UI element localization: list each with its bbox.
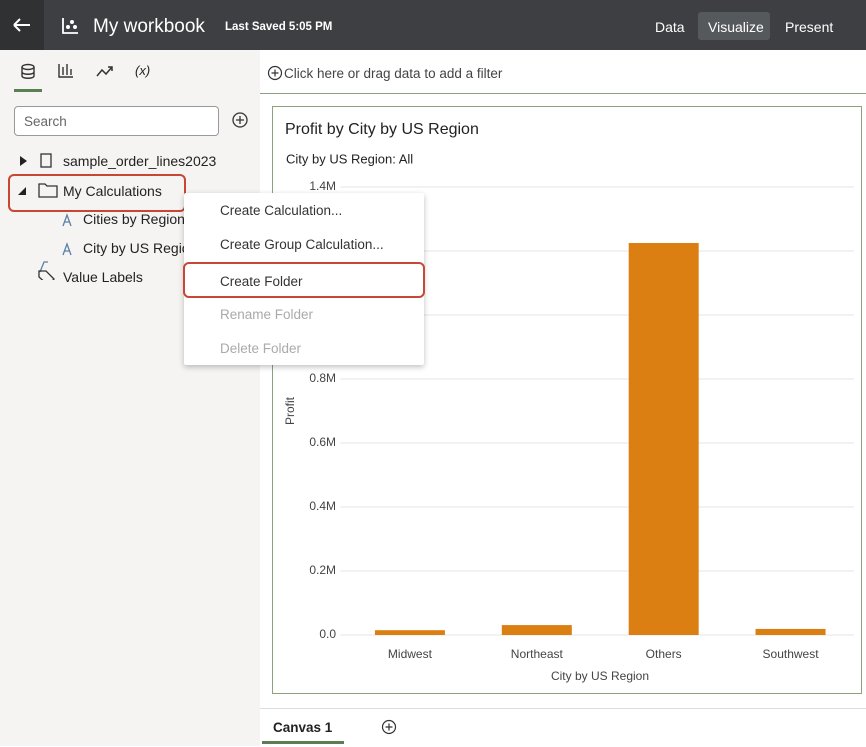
y-tick-label: 0.6M — [309, 435, 336, 449]
chart: Profit by City by US Region City by US R… — [283, 121, 854, 683]
context-menu: Create Calculation... Create Group Calcu… — [183, 193, 425, 365]
highlight-box — [183, 262, 425, 298]
tree-item[interactable]: My Calculations — [63, 183, 162, 199]
tab-visualize[interactable]: Visualize — [708, 19, 764, 35]
back-button[interactable] — [0, 0, 44, 50]
tree-item[interactable]: Cities by Region — [83, 211, 185, 227]
workbook-title: My workbook — [93, 16, 205, 37]
y-tick-label: 0.2M — [309, 563, 336, 577]
y-axis-label: Profit — [283, 396, 297, 425]
tab-underline — [262, 741, 344, 744]
search-box[interactable]: Search — [14, 106, 219, 136]
x-tick-label: Others — [646, 647, 682, 661]
filter-hint: Click here or drag data to add a filter — [284, 66, 503, 81]
tree-item[interactable]: sample_order_lines2023 — [63, 153, 217, 169]
add-canvas[interactable] — [381, 719, 397, 735]
menu-item[interactable]: Create Calculation... — [220, 203, 343, 218]
search-placeholder: Search — [24, 114, 67, 129]
filter-bar[interactable]: Click here or drag data to add a filter — [260, 50, 866, 94]
tree-item[interactable]: Value Labels — [63, 269, 143, 285]
panel-icons — [14, 63, 248, 280]
menu-item[interactable]: Create Group Calculation... — [220, 237, 384, 252]
bar — [374, 630, 445, 635]
chart-title: Profit by City by US Region — [285, 121, 479, 138]
bar — [501, 625, 572, 635]
data-panel: (x) Search sample_order_lines2023 My Cal… — [0, 50, 260, 746]
tree-item[interactable]: City by US Region — [83, 240, 198, 256]
canvas-tab[interactable]: Canvas 1 — [273, 720, 333, 735]
bar — [628, 243, 699, 635]
tab-data[interactable]: Data — [655, 19, 685, 35]
menu-item[interactable]: Create Folder — [220, 274, 303, 289]
x-tick-label: Southwest — [763, 647, 820, 661]
workbook-icon — [62, 18, 78, 34]
last-saved: Last Saved 5:05 PM — [225, 21, 333, 33]
y-tick-label: 0.0 — [319, 627, 336, 641]
canvas-tab-bar: Canvas 1 — [260, 708, 866, 747]
chart-subtitle: City by US Region: All — [286, 151, 413, 166]
x-tick-label: Midwest — [388, 647, 433, 661]
chart-frame — [272, 106, 862, 694]
header-bar: My workbook Last Saved 5:05 PM Data Visu… — [0, 0, 866, 50]
add-icon — [267, 65, 283, 81]
bar — [755, 628, 826, 635]
menu-item: Delete Folder — [220, 341, 302, 356]
tab-highlight — [698, 12, 770, 40]
y-tick-label: 1.4M — [309, 179, 336, 193]
menu-item: Rename Folder — [220, 307, 314, 322]
tab-present[interactable]: Present — [785, 19, 834, 35]
y-tick-label: 0.8M — [309, 371, 336, 385]
y-tick-label: 0.4M — [309, 499, 336, 513]
x-tick-label: Northeast — [511, 647, 564, 661]
calc-tab[interactable]: (x) — [135, 63, 151, 78]
x-axis-label: City by US Region — [551, 669, 649, 683]
back-icon — [13, 18, 30, 32]
